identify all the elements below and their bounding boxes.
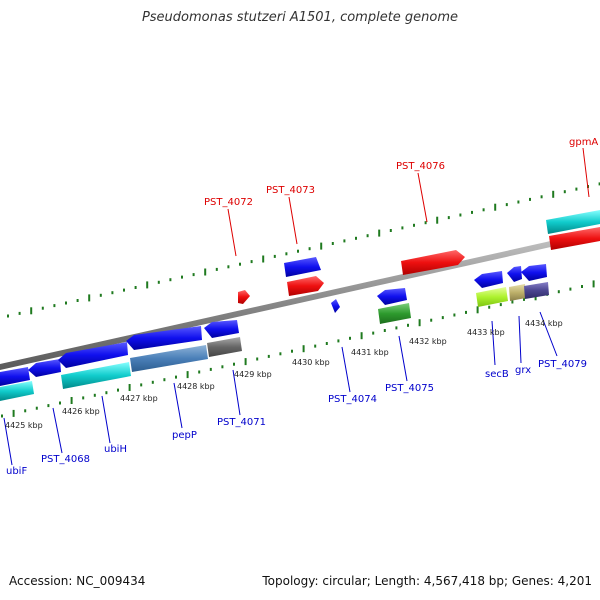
- label-pst4075: PST_4075: [385, 383, 434, 394]
- gene-pst4068: [28, 359, 61, 377]
- gene-grx-blue: [507, 266, 522, 282]
- tick-label-4434: 4434 kbp: [525, 319, 563, 328]
- lower-tick-scale: [1, 280, 595, 418]
- gene-secb: [476, 287, 508, 307]
- reverse-gene-labels: ubiF PST_4068 ubiH pepP PST_4071 PST_407…: [6, 359, 587, 477]
- gene-pst4071-blue: [204, 320, 239, 338]
- label-pst4079: PST_4079: [538, 359, 587, 370]
- label-gpma: gpmA: [569, 137, 598, 148]
- label-pst4072: PST_4072: [204, 197, 253, 208]
- gene-ubif-blue: [0, 367, 30, 386]
- upper-tick-scale: [7, 182, 600, 318]
- tick-label-4426: 4426 kbp: [62, 407, 100, 416]
- gene-pepp-blue: [126, 326, 202, 350]
- gene-pst4075-blue: [377, 288, 407, 305]
- label-ubih: ubiH: [104, 444, 127, 455]
- tick-label-4430: 4430 kbp: [292, 358, 330, 367]
- gene-gpma: [549, 227, 600, 250]
- forward-strand-genes: [238, 210, 600, 304]
- gene-ubih-blue: [58, 342, 128, 368]
- tick-label-4429: 4429 kbp: [234, 370, 272, 379]
- gene-pepp: [130, 345, 208, 372]
- scale-labels: 4425 kbp 4426 kbp 4427 kbp 4428 kbp 4429…: [5, 319, 563, 430]
- gene-pst4079-blue: [521, 264, 547, 281]
- tick-label-4431: 4431 kbp: [351, 348, 389, 357]
- gene-gpma-cyan: [546, 210, 600, 234]
- label-pst4076: PST_4076: [396, 161, 445, 172]
- tick-label-4433: 4433 kbp: [467, 328, 505, 337]
- forward-gene-labels: PST_4072 PST_4073 PST_4076 gpmA: [204, 137, 598, 208]
- label-pst4071: PST_4071: [217, 417, 266, 428]
- tick-label-4432: 4432 kbp: [409, 337, 447, 346]
- label-secb: secB: [485, 369, 509, 380]
- label-pepp: pepP: [172, 430, 197, 441]
- gene-secb-blue: [474, 271, 503, 288]
- gene-pst4076: [401, 250, 465, 275]
- label-ubif: ubiF: [6, 466, 27, 477]
- tick-label-4425: 4425 kbp: [5, 421, 43, 430]
- gene-ubif: [0, 381, 34, 401]
- label-leader-lines: [3, 147, 590, 466]
- genome-summary-text: Topology: circular; Length: 4,567,418 bp…: [262, 574, 592, 588]
- label-grx: grx: [515, 365, 531, 376]
- gene-pst4073-top: [284, 257, 321, 277]
- reverse-strand-genes: [0, 264, 549, 401]
- gene-pst4071: [207, 337, 242, 357]
- gene-grx: [509, 284, 526, 301]
- tick-label-4427: 4427 kbp: [120, 394, 158, 403]
- gene-small-blue: [331, 299, 340, 313]
- accession-text: Accession: NC_009434: [9, 574, 146, 588]
- gene-pst4072: [238, 290, 250, 304]
- map-title: Pseudomonas stutzeri A1501, complete gen…: [141, 10, 459, 25]
- label-pst4073: PST_4073: [266, 185, 315, 196]
- gene-ubih: [61, 362, 131, 389]
- gene-pst4075: [378, 303, 411, 324]
- label-pst4068: PST_4068: [41, 454, 90, 465]
- gene-pst4073: [287, 276, 324, 296]
- tick-label-4428: 4428 kbp: [177, 382, 215, 391]
- gene-pst4079: [524, 282, 549, 299]
- label-pst4074: PST_4074: [328, 394, 377, 405]
